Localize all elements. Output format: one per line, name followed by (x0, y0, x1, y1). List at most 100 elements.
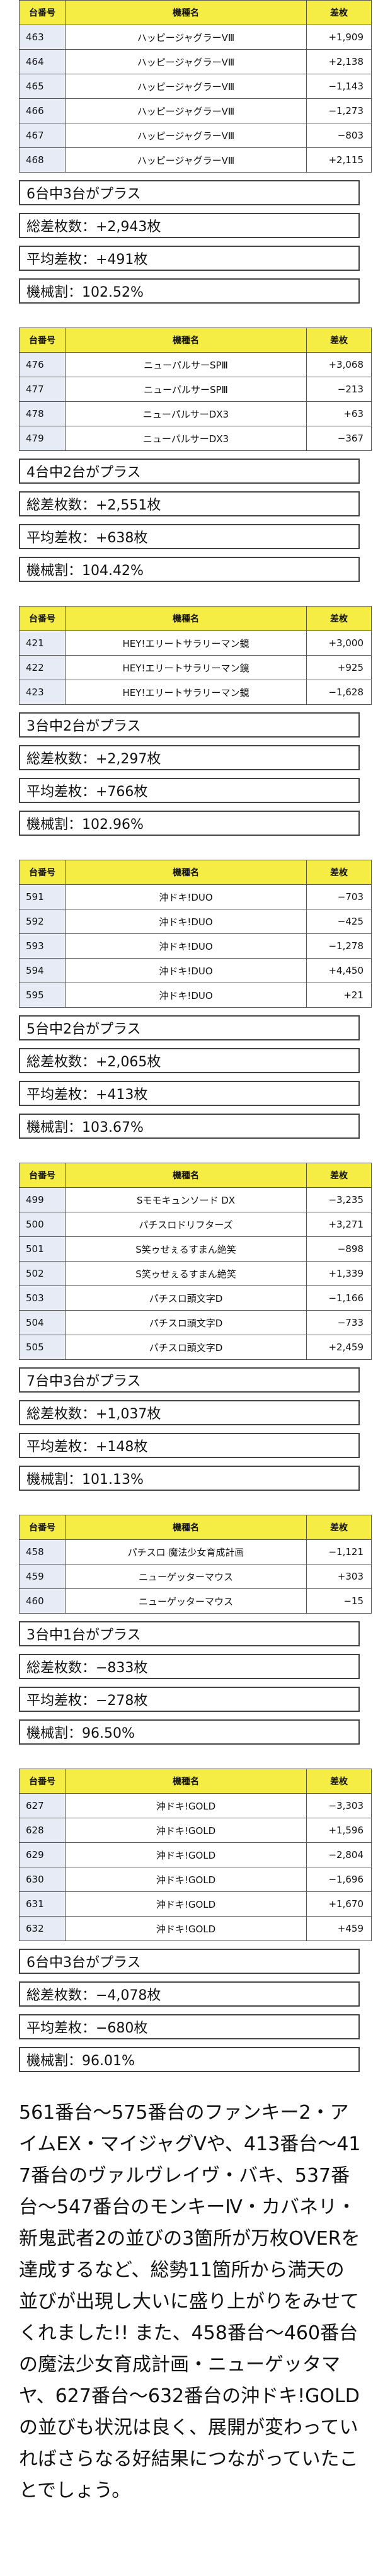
plus-count-box: 3台中1台がプラス (19, 1621, 360, 1646)
result-group: 台番号 機種名 差枚 458 パチスロ 魔法少女育成計画 −1,121 459 ニューゲッター… (0, 1515, 378, 1745)
coin-diff: −1,696 (306, 1867, 372, 1892)
header-row: 台番号 機種名 差枚 (19, 606, 372, 631)
model-name: 沖ドキ!GOLD (65, 1891, 307, 1917)
table-header: 台番号 機種名 差枚 (19, 1515, 372, 1540)
table-row: 500 パチスロドリフターズ +3,271 (19, 1212, 372, 1237)
table-row: 502 S笑ゥせぇるすまん絶笑 +1,339 (19, 1261, 372, 1286)
payout-rate-box: 機械割：104.42% (19, 557, 360, 582)
coin-diff: +1,909 (306, 25, 372, 50)
table-row: 501 S笑ゥせぇるすまん絶笑 −898 (19, 1236, 372, 1262)
table-body: 591 沖ドキ!DUO −703 592 沖ドキ!DUO −425 593 沖ドキ!DUO −1… (19, 884, 372, 1008)
table-row: 630 沖ドキ!GOLD −1,696 (19, 1867, 372, 1892)
slot-table: 台番号 機種名 差枚 458 パチスロ 魔法少女育成計画 −1,121 459 ニューゲッター… (19, 1515, 372, 1614)
machine-number: 591 (19, 884, 66, 909)
model-name: S笑ゥせぇるすまん絶笑 (65, 1261, 307, 1286)
average-diff-box: 平均差枚：+413枚 (19, 1081, 360, 1106)
total-diff-box: 総差枚数：+2,551枚 (19, 491, 360, 516)
coin-diff: +459 (306, 1916, 372, 1941)
machine-number: 627 (19, 1793, 66, 1818)
table-row: 593 沖ドキ!DUO −1,278 (19, 933, 372, 959)
plus-count-box: 5台中2台がプラス (19, 1015, 360, 1040)
coin-diff: −1,278 (306, 933, 372, 959)
machine-number: 595 (19, 983, 66, 1008)
machine-number: 478 (19, 401, 66, 426)
header-model-name: 機種名 (65, 0, 307, 25)
total-diff-box: 総差枚数：−4,078枚 (19, 1981, 360, 2007)
coin-diff: −1,628 (306, 680, 372, 705)
header-coin-diff: 差枚 (306, 1515, 372, 1540)
header-row: 台番号 機種名 差枚 (19, 1163, 372, 1188)
slot-table: 台番号 機種名 差枚 421 HEY!エリートサラリーマン鏡 +3,000 422 HEY!エ… (19, 606, 372, 705)
table-row: 423 HEY!エリートサラリーマン鏡 −1,628 (19, 680, 372, 705)
model-name: 沖ドキ!DUO (65, 909, 307, 934)
coin-diff: +3,000 (306, 630, 372, 656)
plus-count-box: 4台中2台がプラス (19, 459, 360, 484)
table-row: 627 沖ドキ!GOLD −3,303 (19, 1793, 372, 1818)
header-row: 台番号 機種名 差枚 (19, 860, 372, 885)
header-model-name: 機種名 (65, 1163, 307, 1188)
table-header: 台番号 機種名 差枚 (19, 860, 372, 885)
table-header: 台番号 機種名 差枚 (19, 0, 372, 25)
coin-diff: +303 (306, 1564, 372, 1589)
slot-table: 台番号 機種名 差枚 627 沖ドキ!GOLD −3,303 628 沖ドキ!GOLD +1,5… (19, 1769, 372, 1941)
model-name: 沖ドキ!GOLD (65, 1867, 307, 1892)
table-body: 463 ハッピージャグラーVⅢ +1,909 464 ハッピージャグラーVⅢ +2,138… (19, 25, 372, 173)
result-group: 台番号 機種名 差枚 627 沖ドキ!GOLD −3,303 628 沖ドキ!GOLD +1,5… (0, 1769, 378, 2072)
model-name: ニューパルサーSPⅢ (65, 352, 307, 377)
model-name: 沖ドキ!DUO (65, 884, 307, 909)
table-body: 421 HEY!エリートサラリーマン鏡 +3,000 422 HEY!エリートサラリーマ… (19, 630, 372, 705)
machine-number: 501 (19, 1236, 66, 1262)
machine-number: 460 (19, 1588, 66, 1614)
header-row: 台番号 機種名 差枚 (19, 1769, 372, 1794)
model-name: 沖ドキ!DUO (65, 958, 307, 983)
model-name: 沖ドキ!GOLD (65, 1818, 307, 1843)
coin-diff: −1,166 (306, 1285, 372, 1311)
coin-diff: +1,670 (306, 1891, 372, 1917)
table-row: 467 ハッピージャグラーVⅢ −803 (19, 123, 372, 148)
coin-diff: +2,115 (306, 147, 372, 173)
coin-diff: +21 (306, 983, 372, 1008)
table-row: 629 沖ドキ!GOLD −2,804 (19, 1842, 372, 1867)
header-model-name: 機種名 (65, 606, 307, 631)
coin-diff: −733 (306, 1310, 372, 1335)
model-name: パチスロ頭文字D (65, 1285, 307, 1311)
header-machine-number: 台番号 (19, 328, 66, 353)
table-header: 台番号 機種名 差枚 (19, 606, 372, 631)
table-row: 594 沖ドキ!DUO +4,450 (19, 958, 372, 983)
average-diff-box: 平均差枚：−278枚 (19, 1687, 360, 1712)
payout-rate-box: 機械割：96.50% (19, 1719, 360, 1745)
total-diff-box: 総差枚数：+2,943枚 (19, 213, 360, 238)
table-row: 631 沖ドキ!GOLD +1,670 (19, 1891, 372, 1917)
machine-number: 631 (19, 1891, 66, 1917)
average-diff-box: 平均差枚：+766枚 (19, 778, 360, 803)
machine-number: 632 (19, 1916, 66, 1941)
machine-number: 458 (19, 1539, 66, 1564)
plus-count-box: 6台中3台がプラス (19, 180, 360, 205)
header-machine-number: 台番号 (19, 860, 66, 885)
model-name: 沖ドキ!GOLD (65, 1916, 307, 1941)
coin-diff: +2,459 (306, 1335, 372, 1360)
machine-number: 504 (19, 1310, 66, 1335)
table-row: 479 ニューパルサーDX3 −367 (19, 426, 372, 451)
coin-diff: +2,138 (306, 49, 372, 74)
average-diff-box: 平均差枚：+148枚 (19, 1433, 360, 1458)
header-row: 台番号 機種名 差枚 (19, 0, 372, 25)
machine-number: 593 (19, 933, 66, 959)
result-group: 台番号 機種名 差枚 591 沖ドキ!DUO −703 592 沖ドキ!DUO −425 593 沖… (0, 860, 378, 1139)
table-body: 458 パチスロ 魔法少女育成計画 −1,121 459 ニューゲッターマウス +303 4… (19, 1539, 372, 1614)
model-name: ニューゲッターマウス (65, 1588, 307, 1614)
table-row: 458 パチスロ 魔法少女育成計画 −1,121 (19, 1539, 372, 1564)
result-group: 台番号 機種名 差枚 499 Sモモキュンソード DX −3,235 500 パチスロドリフタ… (0, 1163, 378, 1491)
table-header: 台番号 機種名 差枚 (19, 1769, 372, 1794)
table-row: 459 ニューゲッターマウス +303 (19, 1564, 372, 1589)
coin-diff: −213 (306, 377, 372, 402)
header-machine-number: 台番号 (19, 1163, 66, 1188)
table-row: 505 パチスロ頭文字D +2,459 (19, 1335, 372, 1360)
coin-diff: +3,068 (306, 352, 372, 377)
result-group: 台番号 機種名 差枚 421 HEY!エリートサラリーマン鏡 +3,000 422 HEY!エ… (0, 606, 378, 836)
machine-number: 500 (19, 1212, 66, 1237)
total-diff-box: 総差枚数：−833枚 (19, 1654, 360, 1679)
model-name: パチスロ頭文字D (65, 1335, 307, 1360)
model-name: ニューパルサーDX3 (65, 401, 307, 426)
total-diff-box: 総差枚数：+2,297枚 (19, 745, 360, 770)
